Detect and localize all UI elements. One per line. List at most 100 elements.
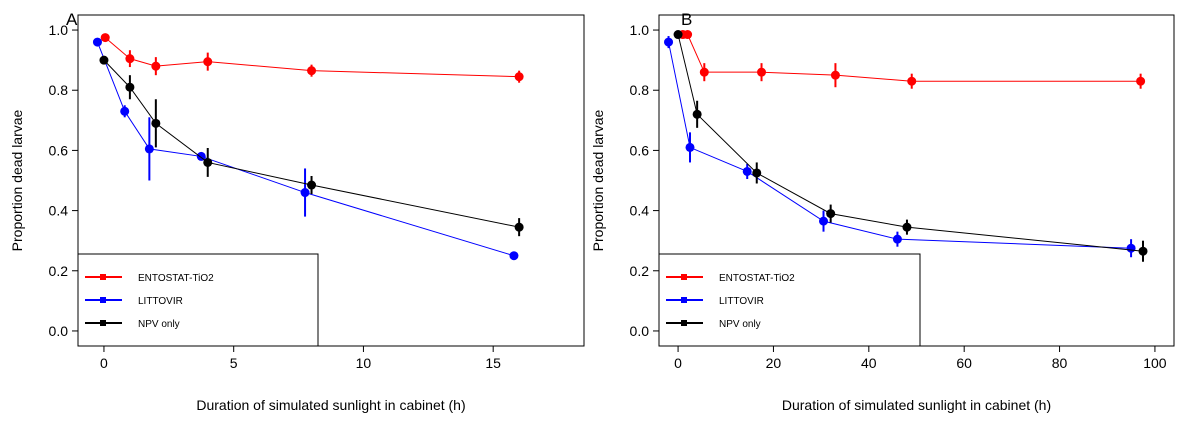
x-tick-label: 20	[766, 355, 782, 371]
legend-item: LITTOVIR	[666, 296, 764, 307]
legend-label: ENTOSTAT-TiO2	[719, 273, 795, 284]
legend-marker	[681, 297, 687, 303]
y-tick-label: 0.6	[630, 142, 650, 158]
series-littovir	[664, 36, 1136, 258]
y-tick-label: 0.6	[49, 142, 69, 158]
data-point	[100, 33, 110, 43]
data-point	[1126, 243, 1136, 253]
data-point	[92, 37, 102, 47]
y-tick-label: 0.8	[49, 82, 69, 98]
data-point	[902, 222, 912, 232]
legend-marker	[100, 320, 106, 326]
y-tick-label: 1.0	[49, 22, 69, 38]
data-point	[664, 37, 674, 47]
series-line	[96, 41, 515, 257]
series-entostat-tio2	[100, 33, 524, 83]
data-point	[826, 209, 836, 219]
data-point	[892, 234, 902, 244]
y-axis-label: Proportion dead larvae	[590, 109, 606, 251]
x-tick-label: 80	[1052, 355, 1068, 371]
legend-marker	[681, 274, 687, 280]
data-point	[907, 76, 917, 86]
data-point	[692, 109, 702, 119]
data-point	[757, 67, 767, 77]
legend-box	[659, 253, 921, 346]
x-axis-label: Duration of simulated sunlight in cabine…	[782, 397, 1051, 413]
data-point	[1136, 76, 1146, 86]
legend-item: ENTOSTAT-TiO2	[666, 273, 795, 284]
series-line	[103, 59, 520, 228]
x-tick-label: 60	[956, 355, 972, 371]
data-point	[514, 222, 524, 232]
series-line	[668, 41, 1132, 249]
x-tick-label: 15	[485, 355, 501, 371]
data-point	[307, 180, 317, 190]
data-point	[307, 66, 317, 76]
x-tick-label: 5	[230, 355, 238, 371]
data-point	[673, 30, 683, 40]
series-line	[104, 37, 520, 78]
series-littovir	[92, 37, 519, 261]
series-line	[677, 34, 1144, 252]
panel-label: B	[681, 10, 692, 29]
y-tick-label: 0.0	[630, 323, 650, 339]
data-point	[125, 54, 135, 64]
data-point	[120, 106, 130, 116]
data-point	[203, 57, 213, 67]
chart-panel-b: B 0.0 0.2 0.4 0.6 0.8 1.0 0 20 40 60 80 100 Duration …	[590, 10, 1175, 413]
y-tick-label: 0.4	[630, 203, 650, 219]
y-tick-label: 1.0	[630, 22, 650, 38]
legend-item: LITTOVIR	[85, 296, 183, 307]
data-point	[685, 142, 695, 152]
series-entostat-tio2	[678, 30, 1146, 89]
chart-panel-a: A 0.0 0.2 0.4 0.6 0.8 1.0 0 5 10 15 Duration of sim…	[9, 10, 585, 413]
legend-label: NPV only	[138, 319, 180, 330]
plot-frame	[658, 14, 1175, 347]
plot-frame	[77, 14, 585, 347]
x-tick-label: 0	[674, 355, 682, 371]
x-tick-label: 0	[100, 355, 108, 371]
legend-label: LITTOVIR	[719, 296, 764, 307]
legend-item: NPV only	[666, 319, 761, 330]
data-point	[752, 168, 762, 178]
x-axis-label: Duration of simulated sunlight in cabine…	[196, 397, 465, 413]
data-point	[742, 166, 752, 176]
panel-label: A	[66, 10, 78, 29]
x-tick-label: 10	[356, 355, 372, 371]
legend-marker	[100, 297, 106, 303]
y-tick-label: 0.4	[49, 203, 69, 219]
y-tick-label: 0.2	[49, 263, 69, 279]
data-point	[203, 157, 213, 167]
y-tick-label: 0.2	[630, 263, 650, 279]
x-tick-label: 100	[1143, 355, 1167, 371]
y-tick-label: 0.8	[630, 82, 650, 98]
data-point	[514, 72, 524, 82]
data-point	[125, 82, 135, 92]
data-point	[99, 55, 109, 65]
series-npv-only	[673, 30, 1148, 262]
data-point	[151, 61, 161, 71]
y-axis-label: Proportion dead larvae	[9, 109, 25, 251]
legend-item: NPV only	[85, 319, 180, 330]
legend-label: NPV only	[719, 319, 761, 330]
legend-marker	[100, 274, 106, 280]
x-tick-label: 40	[861, 355, 877, 371]
legend-label: ENTOSTAT-TiO2	[138, 273, 214, 284]
data-point	[144, 144, 154, 154]
legend-box	[78, 253, 319, 346]
data-point	[683, 30, 693, 40]
data-point	[300, 188, 310, 198]
data-point	[830, 70, 840, 80]
data-point	[699, 67, 709, 77]
data-point	[819, 216, 829, 226]
y-tick-label: 0.0	[49, 323, 69, 339]
data-point	[509, 251, 519, 261]
legend-item: ENTOSTAT-TiO2	[85, 273, 214, 284]
legend-label: LITTOVIR	[138, 296, 183, 307]
series-npv-only	[99, 55, 524, 237]
data-point	[151, 118, 161, 128]
legend-marker	[681, 320, 687, 326]
data-point	[1138, 246, 1148, 256]
